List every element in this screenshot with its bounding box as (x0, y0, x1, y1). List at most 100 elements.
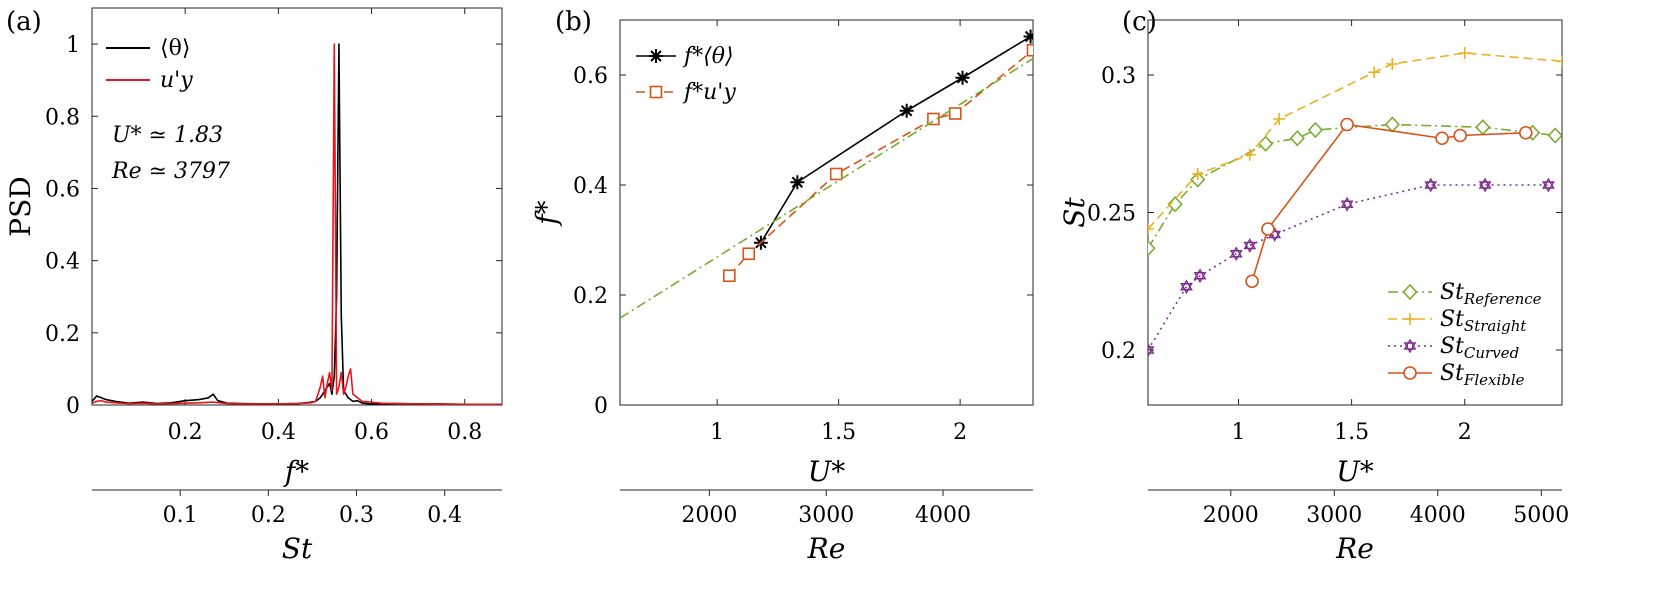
panel-b: 1 1.5 200.20.40.6U*f*2000 3000 4000Ref*⟨θ⟩f*… (530, 19, 1034, 565)
data-point (1424, 177, 1438, 193)
series-line-0 (1148, 123, 1556, 249)
data-point (1243, 238, 1257, 253)
panel-a-annotations: U* ≃ 1.83 Re ≃ 3797 (111, 123, 230, 184)
y-tick-label: 0.8 (45, 105, 80, 130)
data-point (1191, 168, 1204, 180)
x-tick-label: 0.4 (261, 420, 296, 445)
data-point (829, 167, 843, 181)
secondary-axis-label: Re (807, 532, 846, 565)
x-tick-label: 1.5 (1334, 420, 1369, 445)
panel-a-label: (a) (6, 7, 42, 37)
x-axis-label: U* (1336, 455, 1374, 488)
data-point (1289, 130, 1305, 147)
legend-label-straight: StStraight (1440, 307, 1527, 335)
series-line-1 (1148, 52, 1562, 230)
y-tick-label: 0 (66, 394, 80, 419)
data-point (1458, 47, 1471, 59)
series-line-3 (1251, 123, 1526, 282)
x-tick-label: 0.6 (354, 420, 389, 445)
legend-marker-fuy (649, 85, 663, 99)
y-tick-label: 1 (66, 33, 80, 58)
data-point (1273, 113, 1286, 125)
data-point (1386, 58, 1399, 70)
y-axis-label: f* (530, 200, 563, 226)
data-point (955, 70, 970, 85)
data-point (1193, 268, 1207, 284)
data-point (1368, 66, 1381, 79)
x-tick-label: 2 (953, 420, 967, 445)
secondary-tick-label: 0.4 (427, 503, 462, 528)
plot-frame (619, 19, 1034, 406)
data-point (1148, 342, 1155, 358)
secondary-tick-label: 2000 (681, 503, 737, 528)
y-tick-label: 0.2 (45, 322, 80, 347)
plot-area (620, 29, 1033, 319)
data-point (1340, 196, 1354, 212)
data-point (1243, 148, 1256, 161)
series-line-2 (1148, 184, 1549, 351)
y-tick-label: 0 (594, 394, 608, 419)
data-point (1261, 222, 1275, 236)
data-point (1167, 196, 1183, 213)
data-point (1475, 119, 1491, 136)
y-axis-label: St (1058, 197, 1091, 228)
data-point (899, 103, 914, 118)
x-tick-label: 0.8 (447, 420, 482, 445)
data-point (1023, 29, 1033, 44)
y-tick-label: 0.3 (1101, 64, 1136, 89)
secondary-tick-label: 5000 (1513, 503, 1569, 528)
data-point (790, 175, 805, 190)
secondary-tick-label: 4000 (1410, 503, 1466, 528)
secondary-tick-label: 0.1 (163, 503, 198, 528)
data-point (1307, 121, 1324, 139)
data-point (948, 107, 962, 120)
secondary-tick-label: 3000 (1306, 503, 1362, 528)
data-point (1148, 223, 1154, 235)
legend-label-ftheta: f*⟨θ⟩ (682, 44, 734, 69)
legend-marker-reference (1402, 283, 1418, 301)
legend-label-uy: u'y (160, 68, 193, 93)
data-point (1245, 274, 1259, 289)
annotation-ustar: U* ≃ 1.83 (112, 123, 223, 148)
legend-label-reference: StReference (1440, 280, 1542, 308)
data-point (723, 269, 736, 283)
y-tick-label: 0.25 (1087, 202, 1136, 227)
legend: f*⟨θ⟩ f*u'y (636, 44, 736, 105)
y-tick-label: 0.6 (45, 177, 80, 202)
series-line-0 (92, 43, 502, 405)
x-tick-label: 2 (1458, 420, 1472, 445)
x-tick-label: 1 (710, 420, 724, 445)
y-tick-label: 0.4 (573, 174, 608, 199)
data-point (1384, 116, 1400, 133)
data-point (1340, 117, 1354, 132)
secondary-tick-label: 0.2 (251, 503, 286, 528)
data-point (1026, 43, 1033, 57)
data-point (1180, 279, 1193, 295)
data-point (1435, 131, 1449, 146)
data-point (927, 112, 940, 126)
data-point (1519, 125, 1533, 140)
x-tick-label: 0.2 (168, 420, 203, 445)
panel-c-label: (c) (1122, 7, 1157, 37)
series-line-2 (620, 57, 1033, 319)
x-tick-label: 1.5 (821, 420, 856, 445)
data-point (1556, 55, 1562, 68)
plot-area (92, 43, 502, 405)
secondary-tick-label: 0.3 (339, 503, 374, 528)
data-point (742, 247, 756, 261)
secondary-tick-label: 2000 (1203, 503, 1259, 528)
data-point (1542, 177, 1555, 193)
data-point (1547, 127, 1562, 144)
data-point (1478, 177, 1492, 193)
y-tick-label: 0.6 (573, 64, 608, 89)
y-tick-label: 0.4 (45, 250, 80, 275)
plot-area (1148, 47, 1562, 358)
data-point (1258, 135, 1274, 152)
secondary-axis-label: Re (1335, 532, 1374, 565)
legend-label-theta: ⟨θ⟩ (160, 36, 190, 61)
x-tick-label: 1 (1231, 420, 1245, 445)
y-axis-label: PSD (4, 176, 37, 236)
panel-a: 0.2 0.4 0.6 0.8 0 0.2 0.4 0.6 0.8 1 f* PSD 0.1 0.2 0.3… (4, 7, 503, 565)
legend-label-fuy: f*u'y (682, 80, 736, 105)
